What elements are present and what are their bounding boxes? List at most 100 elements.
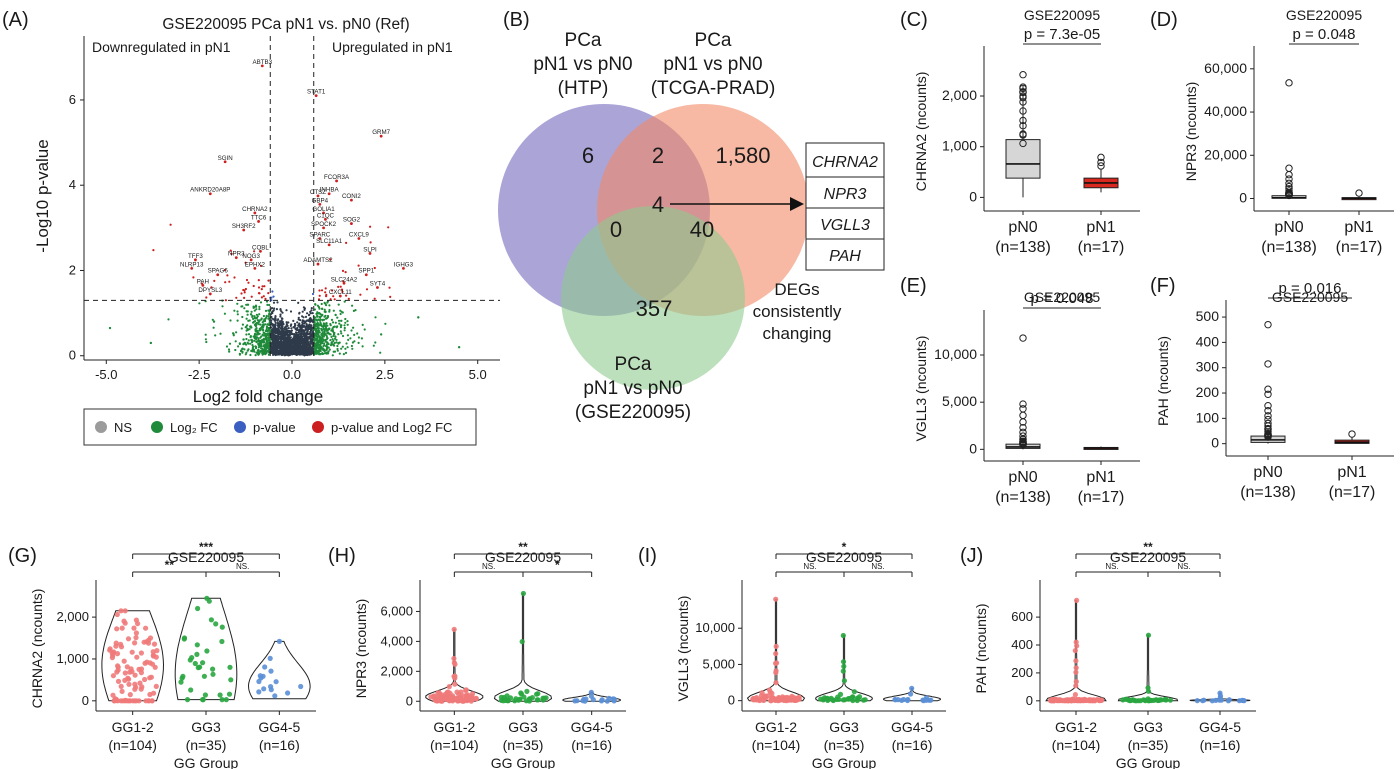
legend-log2fc-label: Log₂ FC	[170, 420, 218, 435]
volcano-point	[323, 344, 326, 347]
violin-point	[109, 650, 115, 657]
volcano-point	[233, 276, 236, 279]
violin-point	[256, 689, 262, 695]
volcano-point	[270, 299, 273, 302]
volcano-point	[257, 279, 260, 282]
volcano-point	[323, 342, 326, 345]
violin-point	[526, 696, 533, 702]
volcano-point	[298, 336, 301, 339]
volcano-point	[259, 329, 262, 332]
volcano-point	[360, 337, 363, 340]
y-axis-label: VGLL3 (ncounts)	[913, 336, 929, 442]
violin-point	[115, 678, 122, 685]
violin-point	[184, 697, 191, 703]
volcano-point	[289, 310, 293, 313]
volcano-point	[253, 309, 256, 312]
volcano-point	[316, 319, 319, 322]
volcano-point	[337, 342, 340, 345]
volcano-point	[259, 336, 262, 339]
volcano-point	[324, 328, 327, 331]
panel-d-plot: GSE220095 0 20,000 40,000 60,000 NPR3 (ncount…	[1183, 7, 1394, 256]
box	[1005, 139, 1041, 179]
volcano-point	[307, 341, 310, 344]
volcano-point	[336, 347, 339, 351]
volcano-point	[224, 281, 227, 284]
violin-point	[1123, 696, 1129, 702]
violin-point	[1089, 698, 1096, 704]
violin-point	[260, 673, 266, 679]
violin-point	[517, 696, 523, 702]
volcano-point	[258, 352, 261, 355]
volcano-legend	[83, 408, 477, 446]
x-tick-n-label: (n=16)	[571, 737, 612, 753]
volcano-point	[327, 243, 331, 247]
volcano-point	[250, 310, 253, 313]
volcano-point	[298, 325, 301, 328]
x-tick-n-label: (n=17)	[1336, 239, 1383, 256]
volcano-point	[271, 340, 274, 343]
gene-label: SPP1	[358, 268, 374, 275]
volcano-point	[341, 311, 344, 314]
volcano-point	[260, 288, 263, 291]
volcano-point	[223, 268, 226, 272]
violin-point	[837, 691, 844, 698]
volcano-point	[243, 341, 246, 345]
volcano-points	[108, 64, 461, 357]
volcano-point	[364, 273, 368, 277]
volcano-point	[282, 349, 285, 352]
volcano-point	[318, 353, 321, 356]
outlier-point	[1264, 360, 1272, 368]
violin-point	[1073, 665, 1079, 671]
violin-point	[133, 630, 139, 636]
volcano-point	[241, 315, 244, 319]
y-tick-label: 10,000	[934, 346, 977, 362]
volcano-point	[324, 333, 327, 336]
volcano-point	[245, 310, 248, 313]
volcano-point	[343, 300, 346, 303]
x-axis-label: GG Group	[1116, 755, 1181, 769]
volcano-point	[293, 322, 296, 325]
violin-point	[201, 673, 207, 679]
violin-point	[114, 611, 120, 618]
panel-title: GSE220095	[1110, 549, 1186, 565]
violin-point	[454, 689, 460, 695]
outlier-point	[1285, 179, 1293, 188]
volcano-point	[276, 324, 279, 327]
y-tick-label: 10,000	[695, 620, 735, 635]
violin-point	[455, 698, 461, 704]
x-tick-label: -2.5	[188, 367, 210, 382]
volcano-point	[298, 343, 301, 346]
volcano-point	[324, 310, 327, 314]
volcano-point	[344, 347, 347, 350]
volcano-point	[318, 237, 322, 240]
volcano-point	[247, 339, 250, 342]
volcano-point	[305, 338, 308, 341]
volcano-point	[318, 202, 322, 206]
outlier-point	[1019, 400, 1027, 408]
volcano-point	[357, 341, 360, 344]
volcano-point	[276, 332, 279, 335]
panel-c-plot: GSE220095 0 1,000 2,000 CHRNA2 (ncounts) pN0 (…	[913, 7, 1140, 256]
violin-point	[114, 626, 120, 632]
violin-point	[285, 690, 291, 696]
violin-point	[468, 696, 474, 702]
y-axis-label: CHRNA2 (ncounts)	[913, 72, 929, 192]
violin-point	[133, 617, 139, 623]
gene-label: COBL	[252, 244, 269, 251]
volcano-point	[272, 309, 275, 312]
volcano-right-note: Upregulated in pN1	[332, 39, 453, 55]
x-tick-label: GG3	[191, 719, 221, 735]
violin-point	[505, 698, 511, 704]
volcano-point	[300, 352, 304, 355]
volcano-point	[306, 336, 309, 339]
volcano-point	[274, 319, 277, 322]
volcano-point	[327, 328, 330, 331]
violin-point	[520, 590, 527, 597]
volcano-point	[333, 331, 336, 334]
violin-point	[131, 625, 137, 631]
volcano-point	[330, 335, 333, 338]
volcano-point	[192, 276, 195, 279]
violin-point	[464, 695, 470, 702]
violin-point	[150, 652, 156, 658]
